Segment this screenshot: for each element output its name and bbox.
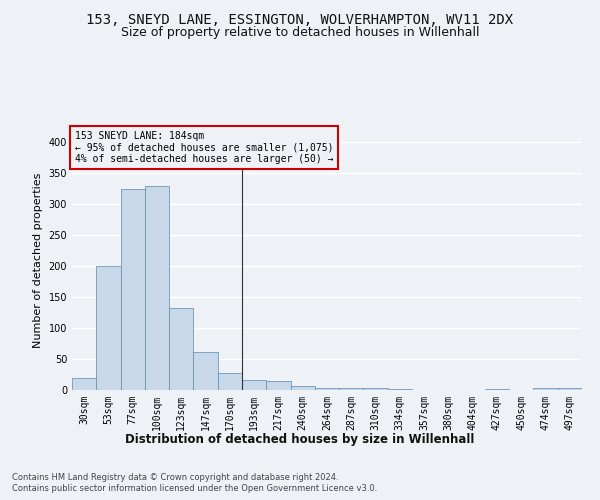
- Text: Size of property relative to detached houses in Willenhall: Size of property relative to detached ho…: [121, 26, 479, 39]
- Bar: [218, 372, 242, 390]
- Bar: [193, 352, 218, 390]
- Bar: [96, 266, 121, 390]
- Bar: [339, 388, 364, 390]
- Text: 153 SNEYD LANE: 184sqm
← 95% of detached houses are smaller (1,075)
4% of semi-d: 153 SNEYD LANE: 184sqm ← 95% of detached…: [74, 132, 333, 164]
- Bar: [169, 308, 193, 390]
- Bar: [121, 189, 145, 390]
- Y-axis label: Number of detached properties: Number of detached properties: [33, 172, 43, 348]
- Text: Contains HM Land Registry data © Crown copyright and database right 2024.: Contains HM Land Registry data © Crown c…: [12, 472, 338, 482]
- Text: Contains public sector information licensed under the Open Government Licence v3: Contains public sector information licen…: [12, 484, 377, 493]
- Bar: [315, 388, 339, 390]
- Bar: [266, 380, 290, 390]
- Bar: [242, 380, 266, 390]
- Bar: [145, 186, 169, 390]
- Bar: [290, 386, 315, 390]
- Bar: [364, 388, 388, 390]
- Text: Distribution of detached houses by size in Willenhall: Distribution of detached houses by size …: [125, 432, 475, 446]
- Bar: [533, 388, 558, 390]
- Text: 153, SNEYD LANE, ESSINGTON, WOLVERHAMPTON, WV11 2DX: 153, SNEYD LANE, ESSINGTON, WOLVERHAMPTO…: [86, 12, 514, 26]
- Bar: [558, 388, 582, 390]
- Bar: [72, 378, 96, 390]
